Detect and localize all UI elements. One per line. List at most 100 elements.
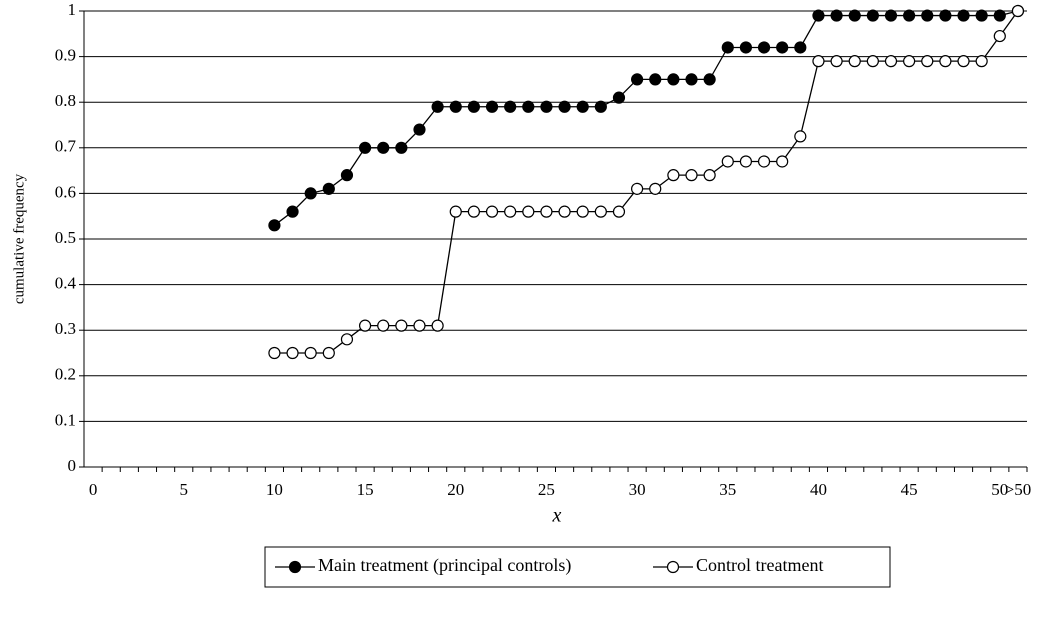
marker: [703, 73, 716, 86]
marker: [612, 91, 626, 104]
marker: [540, 100, 553, 113]
x-tick-label: 25: [538, 480, 555, 499]
x-tick-label: 0: [89, 480, 98, 499]
marker: [504, 205, 517, 218]
marker: [612, 205, 626, 218]
marker: [449, 205, 462, 218]
marker: [794, 41, 807, 54]
marker: [993, 29, 1006, 43]
marker: [721, 155, 734, 168]
marker: [721, 41, 734, 54]
marker: [467, 100, 480, 113]
marker: [322, 182, 335, 195]
y-tick-label: 0: [68, 456, 77, 475]
marker: [467, 205, 480, 218]
x-tick-label: 10: [266, 480, 283, 499]
marker: [576, 205, 589, 218]
x-tick-label: 15: [357, 480, 374, 499]
marker: [631, 182, 644, 195]
marker: [377, 141, 390, 154]
marker: [649, 182, 662, 195]
marker: [395, 319, 408, 332]
x-tick-label: 45: [901, 480, 918, 499]
marker: [939, 55, 952, 68]
legend-label: Main treatment (principal controls): [318, 555, 571, 576]
marker: [268, 219, 281, 232]
marker: [413, 123, 426, 136]
marker: [812, 9, 825, 22]
marker: [884, 55, 898, 68]
marker: [485, 100, 499, 113]
legend-marker: [288, 560, 302, 574]
marker: [340, 333, 354, 346]
marker: [540, 205, 553, 218]
marker: [757, 41, 771, 54]
marker: [830, 55, 843, 68]
y-axis-label: cumulative frequency: [11, 173, 27, 304]
marker: [522, 100, 535, 113]
y-tick-label: 0.1: [55, 410, 76, 429]
x-tick-label: 40: [810, 480, 827, 499]
marker: [358, 319, 372, 332]
marker: [377, 319, 390, 332]
x-tick-label: 50: [991, 480, 1008, 499]
marker: [431, 100, 444, 113]
marker: [340, 169, 354, 182]
y-tick-label: 1: [68, 0, 77, 19]
marker: [776, 41, 789, 54]
y-tick-label: 0.4: [55, 274, 77, 293]
marker: [558, 205, 571, 218]
marker: [866, 55, 879, 68]
marker: [358, 141, 372, 154]
marker: [939, 9, 952, 22]
marker: [830, 9, 843, 22]
marker: [685, 73, 698, 86]
marker: [739, 155, 753, 168]
x-axis-label: x: [552, 505, 562, 527]
marker: [884, 9, 898, 22]
marker: [866, 9, 879, 22]
marker: [794, 130, 807, 143]
marker: [957, 9, 970, 22]
marker: [449, 100, 462, 113]
marker: [522, 205, 535, 218]
marker: [685, 169, 698, 182]
marker: [848, 9, 861, 22]
marker: [903, 9, 916, 22]
x-tick-label: 20: [447, 480, 464, 499]
y-tick-label: 0.5: [55, 228, 76, 247]
marker: [286, 346, 299, 360]
marker: [757, 155, 771, 168]
marker: [921, 9, 934, 22]
y-tick-label: 0.3: [55, 319, 76, 338]
x-tick-label: >50: [1005, 480, 1032, 499]
y-tick-label: 0.6: [55, 182, 76, 201]
marker: [739, 41, 753, 54]
legend-label: Control treatment: [696, 555, 823, 575]
y-tick-label: 0.7: [55, 137, 77, 156]
marker: [594, 205, 607, 218]
marker: [413, 319, 426, 332]
marker: [703, 169, 716, 182]
marker: [631, 73, 644, 86]
marker: [921, 55, 934, 68]
marker: [304, 187, 317, 200]
marker: [1011, 4, 1025, 18]
marker: [594, 100, 607, 113]
x-tick-label: 30: [629, 480, 646, 499]
y-tick-label: 0.2: [55, 365, 76, 384]
marker: [322, 346, 335, 360]
marker: [903, 55, 916, 68]
x-tick-label: 35: [719, 480, 736, 499]
marker: [504, 100, 517, 113]
marker: [576, 100, 589, 113]
marker: [485, 205, 499, 218]
marker: [957, 55, 970, 68]
marker: [812, 55, 825, 68]
y-tick-label: 0.9: [55, 46, 76, 65]
marker: [667, 73, 680, 86]
x-tick-label: 5: [179, 480, 188, 499]
marker: [304, 346, 317, 360]
marker: [975, 9, 988, 22]
